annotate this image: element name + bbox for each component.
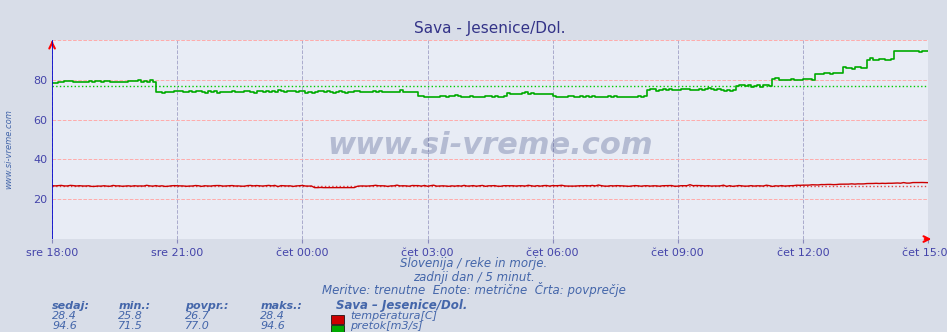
Text: sedaj:: sedaj: xyxy=(52,301,90,311)
Text: 77.0: 77.0 xyxy=(185,321,209,331)
Title: Sava - Jesenice/Dol.: Sava - Jesenice/Dol. xyxy=(415,21,565,36)
Text: www.si-vreme.com: www.si-vreme.com xyxy=(5,110,14,189)
Text: zadnji dan / 5 minut.: zadnji dan / 5 minut. xyxy=(413,271,534,284)
Text: maks.:: maks.: xyxy=(260,301,302,311)
Text: 71.5: 71.5 xyxy=(118,321,143,331)
Text: 94.6: 94.6 xyxy=(260,321,285,331)
Text: Meritve: trenutne  Enote: metrične  Črta: povprečje: Meritve: trenutne Enote: metrične Črta: … xyxy=(322,282,625,297)
Text: Sava – Jesenice/Dol.: Sava – Jesenice/Dol. xyxy=(336,299,468,312)
Text: 25.8: 25.8 xyxy=(118,311,143,321)
Text: 26.7: 26.7 xyxy=(185,311,209,321)
Text: povpr.:: povpr.: xyxy=(185,301,228,311)
Text: www.si-vreme.com: www.si-vreme.com xyxy=(328,131,652,160)
Text: 28.4: 28.4 xyxy=(260,311,285,321)
Text: min.:: min.: xyxy=(118,301,151,311)
Text: 28.4: 28.4 xyxy=(52,311,77,321)
Text: temperatura[C]: temperatura[C] xyxy=(350,311,438,321)
Text: Slovenija / reke in morje.: Slovenija / reke in morje. xyxy=(400,257,547,270)
Text: 94.6: 94.6 xyxy=(52,321,77,331)
Text: pretok[m3/s]: pretok[m3/s] xyxy=(350,321,423,331)
